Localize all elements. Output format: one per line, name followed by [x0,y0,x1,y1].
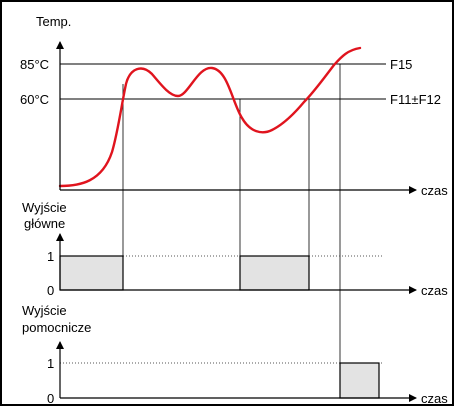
aux-output-pulse-1 [339,362,380,399]
aux-output-level-0-label: 0 [47,391,54,406]
aux-output-level-1-label: 1 [47,356,54,371]
main-output-pulse-1 [59,255,124,291]
temp-axis-title: Temp. [36,14,71,29]
main-output-x-axis-title: czas [421,283,448,298]
temp-x-axis-title: czas [421,183,448,198]
level-name-f11-f12: F11±F12 [390,92,441,107]
main-output-level-0-label: 0 [47,283,54,298]
main-output-chart: Wyjście główne 1 0 czas [22,200,448,298]
main-output-level-1-label: 1 [47,249,54,264]
level-label-85: 85°C [20,57,49,72]
level-label-60: 60°C [20,92,49,107]
aux-output-title-line1: Wyjście [22,303,67,318]
temperature-curve [58,46,362,188]
level-name-f15: F15 [390,57,412,72]
temperature-chart: Temp. 85°C 60°C F15 F11±F12 czas [20,14,448,398]
main-output-title-line2: główne [24,216,65,231]
main-output-title-line1: Wyjście [22,200,67,215]
aux-output-chart: Wyjście pomocnicze 1 0 czas [22,303,448,406]
aux-output-x-axis-title: czas [421,391,448,406]
main-output-pulse-2 [239,255,310,291]
aux-output-title-line2: pomocnicze [22,320,91,335]
